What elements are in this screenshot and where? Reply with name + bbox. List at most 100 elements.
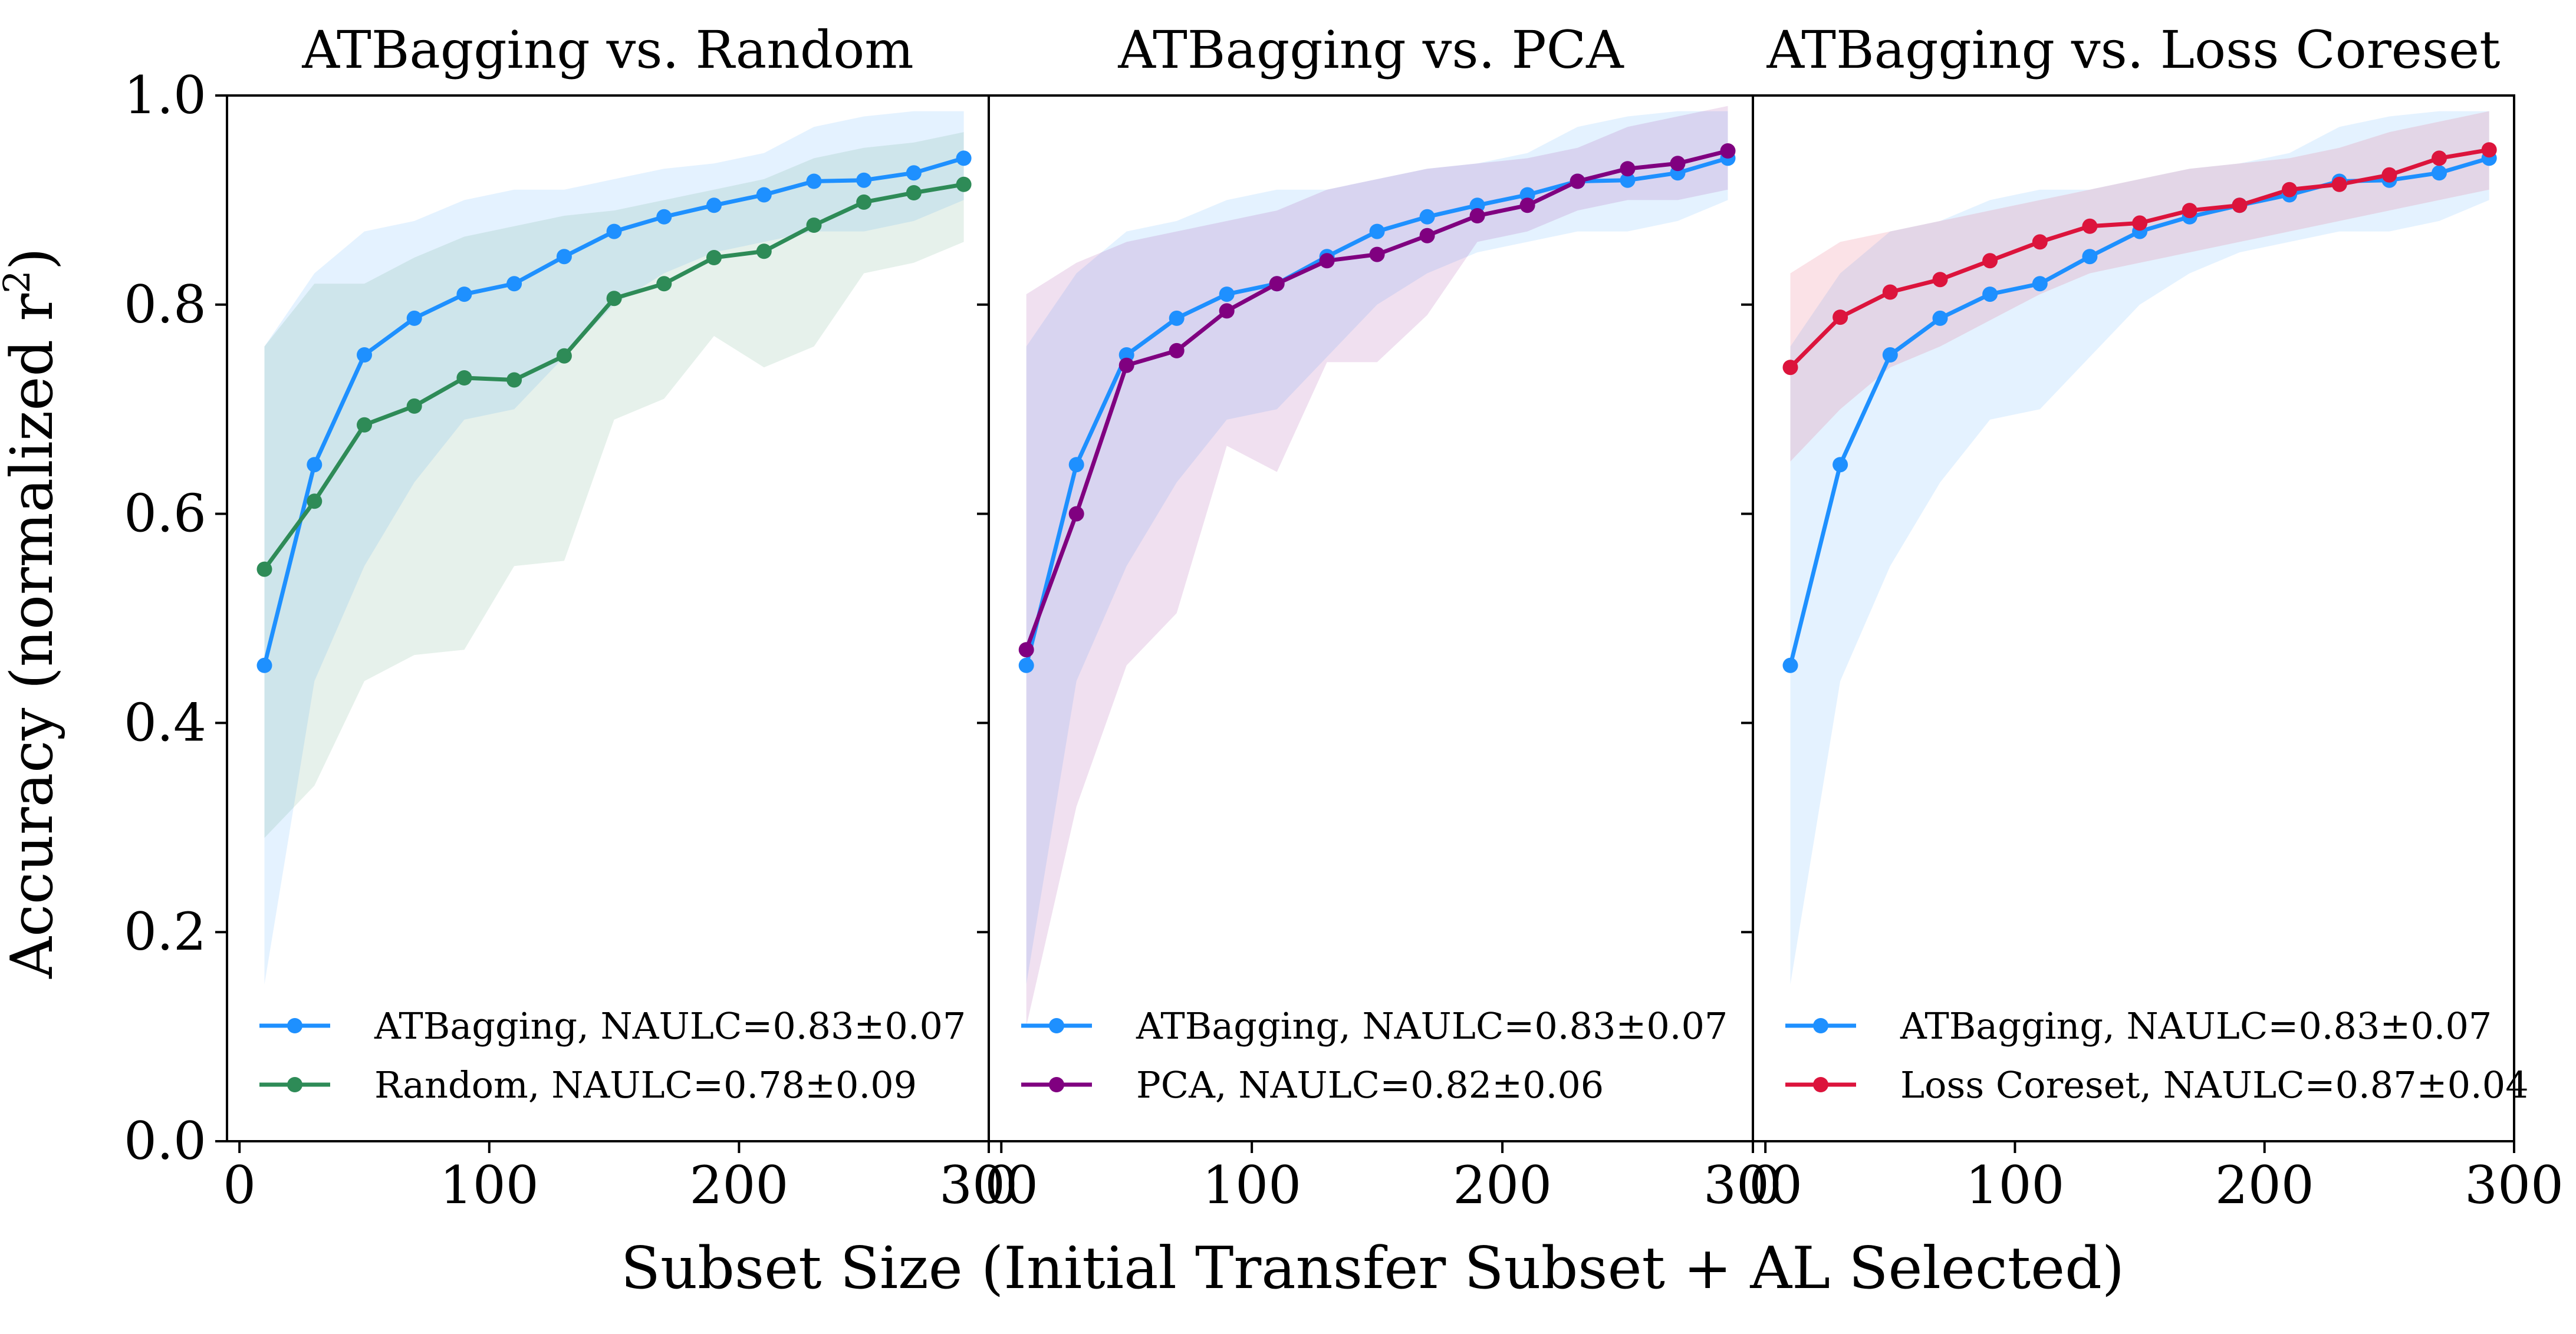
panel-2-band-pca: [1026, 106, 1728, 1026]
panel-2-legend-label: ATBagging, NAULC=0.83±0.07: [1136, 1004, 1728, 1048]
panel-1-point-random: [856, 194, 872, 210]
panel-2-point-atbagging: [1018, 657, 1034, 673]
panel-2-point-atbagging: [1068, 457, 1084, 473]
panel-3-x-tick-label: 200: [2215, 1155, 2314, 1216]
panel-3-point-loss-coreset: [1782, 360, 1798, 376]
panel-1-point-atbagging: [256, 657, 272, 673]
panel-1-legend-marker: [287, 1077, 302, 1092]
panel-2-point-pca: [1369, 246, 1385, 262]
panel-2-legend-marker: [1049, 1077, 1064, 1092]
panel-1-point-random: [256, 561, 272, 577]
legends: ATBagging, NAULC=0.83±0.07 Random, NAULC=…: [259, 1004, 2529, 1106]
panel-1-point-random: [606, 291, 622, 307]
panel-3-frame: [1752, 94, 2515, 1142]
panel-3-point-atbagging: [1932, 310, 1948, 326]
panel-1-point-random: [706, 250, 722, 265]
panel-1-x-tick-label: 300: [939, 1155, 1038, 1216]
panel-1-x-tick-label: 0: [223, 1155, 256, 1216]
panel-1-point-atbagging: [756, 187, 772, 203]
panel-3-legend-label: Loss Coreset, NAULC=0.87±0.04: [1900, 1063, 2529, 1106]
panel-2-point-pca: [1670, 156, 1686, 172]
panel-3-x-tick-label: 300: [2465, 1155, 2564, 1216]
panel-2-x-tick-label: 300: [1703, 1155, 1802, 1216]
panel-3-point-atbagging: [1782, 657, 1798, 673]
panel-2-point-pca: [1570, 173, 1585, 189]
panel-3-point-loss-coreset: [2381, 167, 2397, 183]
panel-3-legend-marker: [1813, 1018, 1828, 1033]
panel-1-point-atbagging: [456, 286, 472, 302]
panel-1-x-tick-label: 200: [689, 1155, 788, 1216]
panel-3-point-loss-coreset: [2481, 142, 2497, 158]
panel-3-point-loss-coreset: [2432, 150, 2447, 166]
panel-2-legend-label: PCA, NAULC=0.82±0.06: [1136, 1063, 1604, 1106]
panel-3-point-loss-coreset: [2132, 215, 2148, 231]
panel-3-point-loss-coreset: [2232, 197, 2248, 213]
panel-1-point-random: [956, 176, 972, 192]
panel-3-band-loss-coreset: [1790, 111, 2489, 462]
panel-2-point-pca: [1469, 208, 1485, 223]
panel-2-point-pca: [1169, 342, 1185, 358]
panel-1-legend-label: ATBagging, NAULC=0.83±0.07: [374, 1004, 966, 1048]
panel-3-point-atbagging: [2082, 249, 2098, 265]
panel-1-x-tick-label: 100: [440, 1155, 539, 1216]
panel-1-point-random: [756, 243, 772, 259]
panel-1-point-atbagging: [656, 209, 672, 225]
panel-3-point-loss-coreset: [1833, 309, 1848, 325]
y-tick-label: 0.4: [124, 692, 206, 753]
panel-2-title: ATBagging vs. PCA: [1117, 19, 1624, 80]
panel-3-point-atbagging: [1833, 457, 1848, 473]
panel-1-band-random: [264, 132, 964, 838]
panel-1-legend-label: Random, NAULC=0.78±0.09: [374, 1063, 917, 1106]
panel-2-point-pca: [1620, 161, 1636, 177]
panel-1-point-random: [307, 493, 323, 509]
panel-1-point-atbagging: [906, 165, 922, 181]
panel-3-point-loss-coreset: [2282, 182, 2297, 197]
y-axis-label-sup: 2: [0, 270, 38, 293]
y-tick-label: 0.0: [124, 1111, 206, 1171]
y-tick-label: 0.8: [124, 274, 206, 335]
panel-3-point-loss-coreset: [2082, 218, 2098, 234]
panel-3-x-tick-label: 100: [1965, 1155, 2064, 1216]
axes: [215, 94, 2515, 1153]
panel-1-point-atbagging: [307, 457, 323, 473]
panel-1-point-random: [556, 348, 572, 364]
panel-2-point-pca: [1269, 276, 1285, 292]
panel-3-point-loss-coreset: [1982, 253, 1998, 269]
panel-1-point-random: [456, 370, 472, 386]
series-points: [256, 142, 2497, 673]
panel-3-x-tick-label: 0: [1749, 1155, 1782, 1216]
panel-1-point-atbagging: [406, 310, 422, 326]
panel-1-band-atbagging: [264, 111, 964, 984]
panel-3-point-loss-coreset: [2331, 176, 2347, 192]
x-axis-label: Subset Size (Initial Transfer Subset + A…: [621, 1235, 2124, 1302]
panel-2-point-pca: [1419, 228, 1435, 243]
panel-3-point-loss-coreset: [1882, 284, 1898, 300]
panel-1-point-atbagging: [856, 172, 872, 188]
panel-1-point-atbagging: [357, 347, 372, 363]
panel-1-point-atbagging: [956, 150, 972, 166]
panel-2-point-pca: [1219, 303, 1235, 319]
panel-1-point-atbagging: [706, 197, 722, 213]
panel-1-point-atbagging: [506, 276, 522, 292]
panel-2-point-pca: [1319, 253, 1335, 269]
panel-2-point-pca: [1068, 506, 1084, 522]
panel-1-legend-marker: [287, 1018, 302, 1033]
panel-2-point-pca: [1118, 357, 1134, 373]
panel-2-point-atbagging: [1169, 310, 1185, 326]
panel-1-point-atbagging: [556, 249, 572, 265]
panel-1-point-random: [406, 398, 422, 414]
panel-1-title: ATBagging vs. Random: [301, 19, 913, 80]
panel-3-band-atbagging: [1790, 111, 2489, 984]
panel-2-point-atbagging: [1519, 187, 1535, 203]
panel-2-x-tick-label: 100: [1202, 1155, 1301, 1216]
confidence-bands: [264, 106, 2489, 1026]
panel-1-point-random: [357, 417, 372, 433]
panel-2-point-pca: [1018, 642, 1034, 658]
panel-1-point-atbagging: [606, 223, 622, 239]
panel-1-point-random: [906, 185, 922, 200]
panel-1-point-random: [806, 218, 822, 233]
y-tick-label: 1.0: [124, 65, 206, 126]
panel-2-point-atbagging: [1369, 223, 1385, 239]
